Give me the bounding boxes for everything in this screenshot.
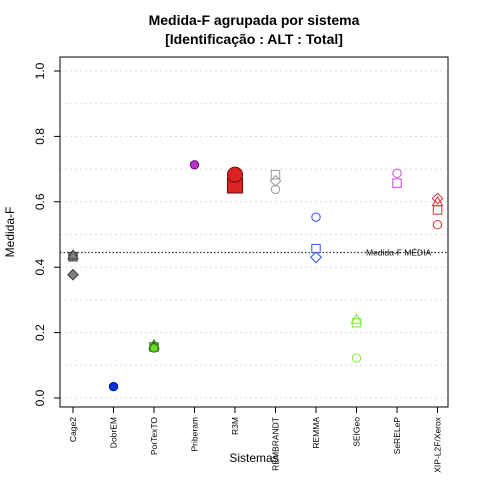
chart-subtitle: [Identificação : ALT : Total] <box>165 31 343 47</box>
data-point <box>311 212 321 222</box>
chart-title: Medida-F agrupada por sistema <box>149 12 360 28</box>
y-axis-label: Medida-F <box>3 207 17 258</box>
data-point <box>269 174 282 187</box>
data-point <box>149 343 159 353</box>
reference-line-group: Medida-F MÉDIA <box>60 247 448 257</box>
data-point <box>432 219 443 230</box>
data-point <box>67 268 79 281</box>
x-tick-label: REMBRANDT <box>271 417 281 471</box>
data-point <box>270 184 281 195</box>
x-tick-label: XIP-L2F/Xerox <box>433 416 443 472</box>
x-tick-label: Cage2 <box>68 417 78 442</box>
x-axis-label: Sistemas <box>229 451 278 465</box>
axes: 0.0 0.2 0.4 0.6 0.8 1.0 Cage2 DobrEM PorTexTO Pri… <box>33 56 449 473</box>
grid-lines <box>60 70 448 399</box>
y-tick-label: 0.4 <box>33 259 47 276</box>
data-point <box>67 249 79 260</box>
y-tick-label: 0.8 <box>33 128 47 145</box>
x-tick-label: SeRELeP <box>392 417 402 455</box>
data-point <box>108 381 119 392</box>
data-point <box>431 192 444 205</box>
data-point <box>432 205 443 215</box>
data-point <box>189 160 200 170</box>
x-tick-label: PorTexTO <box>149 417 159 455</box>
x-tick-label: DobrEM <box>109 417 119 448</box>
data-point <box>270 169 281 180</box>
data-point <box>310 251 322 264</box>
y-tick-label: 0.6 <box>33 193 47 210</box>
plot-frame <box>59 56 449 408</box>
data-point <box>226 166 244 183</box>
data-point <box>351 353 362 363</box>
data-points <box>67 160 444 392</box>
y-tick-label: 0.2 <box>33 324 47 341</box>
data-point <box>351 318 362 328</box>
x-tick-label: R3M <box>230 417 240 435</box>
x-tick-label: SEIGeo <box>352 417 362 447</box>
data-point <box>392 178 402 188</box>
data-point <box>392 168 402 179</box>
y-tick-label: 1.0 <box>33 62 47 79</box>
x-tick-label: Priberam <box>190 417 200 451</box>
y-tick-label: 0.0 <box>33 389 47 406</box>
x-tick-label: REMMA <box>311 417 321 449</box>
reference-line-label: Medida-F MÉDIA <box>366 247 432 257</box>
